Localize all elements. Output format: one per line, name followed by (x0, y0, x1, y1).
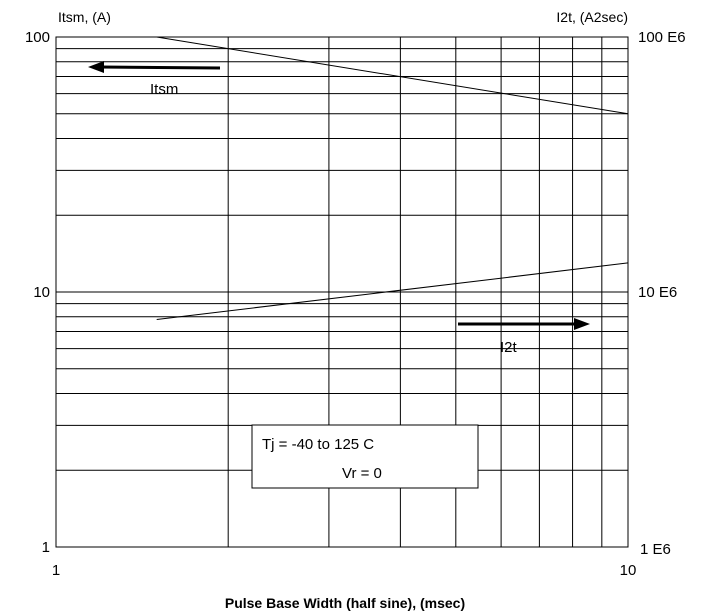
x-axis-title: Pulse Base Width (half sine), (msec) (225, 595, 465, 611)
right-axis-title: I2t, (A2sec) (556, 9, 628, 25)
y-right-tick-label: 10 E6 (638, 284, 677, 301)
grid-lines (56, 37, 628, 547)
y-right-tick-label: 100 E6 (638, 29, 686, 46)
itsm-arrow-label: Itsm (150, 81, 178, 98)
plot-frame (55, 36, 629, 548)
left-axis-title: Itsm, (A) (58, 9, 111, 25)
condition-temperature: Tj = -40 to 125 C (262, 436, 374, 453)
series-line-itsm (156, 36, 629, 115)
itsm-arrow (88, 61, 221, 73)
y-left-tick-label: 100 (25, 29, 50, 46)
conditions-box: Tj = -40 to 125 C Vr = 0 (251, 424, 479, 489)
y-left-tick-label: 1 (42, 539, 50, 556)
i2t-arrow (458, 318, 590, 330)
series-line-i2t (156, 262, 629, 320)
i2t-arrow-label: I2t (500, 339, 518, 356)
series-lines (156, 36, 629, 320)
condition-voltage: Vr = 0 (342, 465, 382, 482)
x-tick-label: 1 (52, 562, 60, 579)
x-tick-label: 10 (620, 562, 637, 579)
y-left-tick-label: 10 (33, 284, 50, 301)
y-right-tick-label: 1 E6 (640, 541, 671, 558)
